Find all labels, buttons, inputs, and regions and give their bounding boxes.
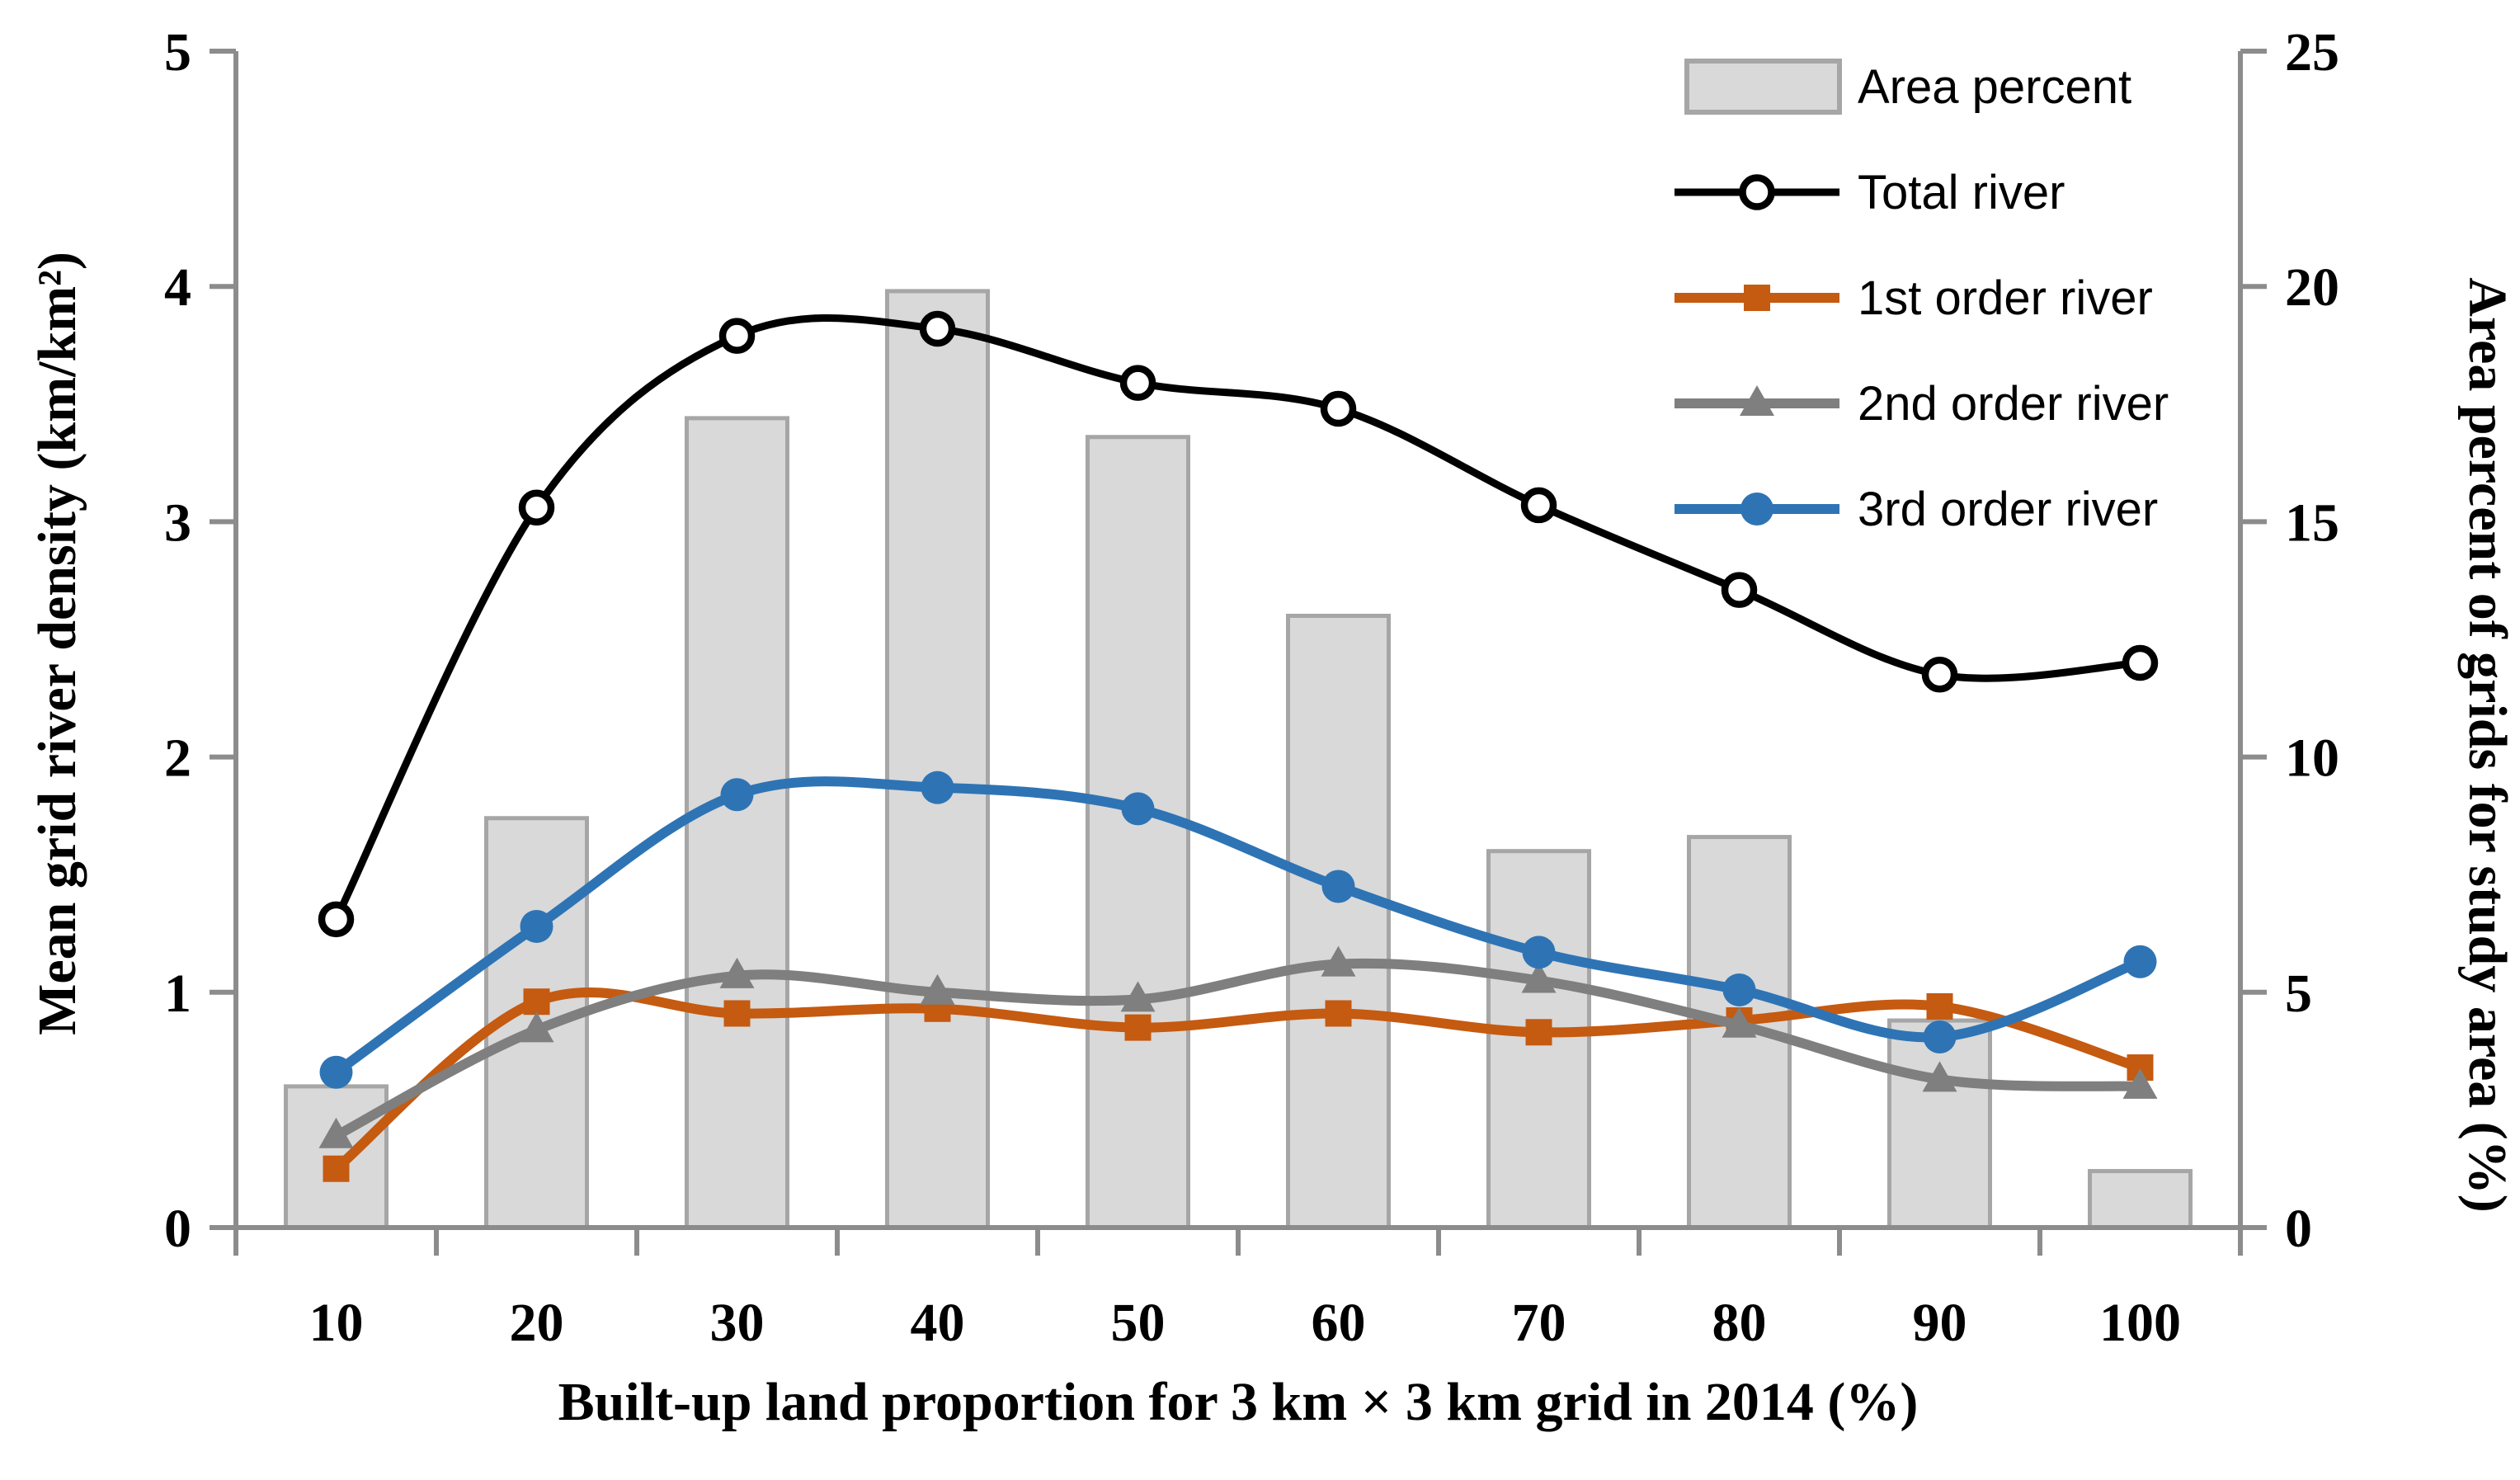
marker-2nd-order-river (1722, 1006, 1757, 1038)
bar-area-percent (1286, 613, 1391, 1230)
marker-3rd-order-river (720, 778, 754, 812)
marker-1st-order-river (723, 1000, 751, 1027)
marker-3rd-order-river (1923, 1020, 1957, 1053)
marker-2nd-order-river (519, 1011, 554, 1043)
marker-2nd-order-river (318, 1117, 354, 1148)
x-tick-label: 10 (309, 1293, 364, 1353)
marker-3rd-order-river (1321, 870, 1355, 903)
marker-2nd-order-river (2122, 1068, 2158, 1099)
marker-3rd-order-river (921, 771, 954, 804)
y-left-axis-title: Mean grid river density (km/km²) (27, 252, 87, 1035)
y-left-tick-label: 3 (164, 493, 191, 553)
legend-marker-2nd-order-river (1740, 385, 1774, 416)
y-left-tick-label: 4 (164, 257, 191, 318)
marker-total-river (518, 489, 555, 526)
marker-3rd-order-river (2123, 945, 2157, 978)
y-right-axis-title: Area percent of grids for study area (%) (2457, 277, 2518, 1213)
x-tick-label: 60 (1312, 1293, 1366, 1353)
marker-total-river (1721, 572, 1758, 608)
marker-1st-order-river (1525, 1019, 1552, 1046)
legend-marker-3rd-order-river (1740, 493, 1773, 526)
marker-total-river (1520, 487, 1557, 524)
x-tick-label: 80 (1712, 1293, 1767, 1353)
legend-label-2nd-order-river: 2nd order river (1858, 377, 2169, 431)
marker-2nd-order-river (1922, 1061, 1957, 1092)
marker-1st-order-river (323, 1155, 350, 1182)
legend-label-total-river: Total river (1858, 166, 2065, 219)
marker-3rd-order-river (520, 909, 553, 943)
marker-2nd-order-river (1521, 962, 1557, 993)
y-left-tick-label: 2 (164, 728, 191, 789)
y-left-tick-label: 5 (164, 22, 191, 82)
legend-label-3rd-order-river: 3rd order river (1858, 483, 2158, 536)
marker-total-river (718, 318, 756, 354)
marker-1st-order-river (523, 988, 550, 1016)
x-tick-label: 100 (2099, 1293, 2181, 1353)
x-tick-label: 20 (510, 1293, 564, 1353)
x-tick-label: 40 (911, 1293, 965, 1353)
marker-3rd-order-river (1722, 973, 1756, 1006)
marker-total-river (1921, 657, 1958, 693)
marker-total-river (919, 310, 956, 347)
marker-total-river (318, 901, 355, 938)
marker-total-river (1119, 365, 1156, 401)
bar-area-percent (885, 289, 990, 1230)
legend-marker-1st-order-river (1744, 285, 1770, 311)
bar-area-percent (2088, 1169, 2193, 1230)
y-right-tick-label: 0 (2285, 1199, 2312, 1259)
line-1st-order-river (331, 987, 2146, 1174)
y-right-tick-label: 5 (2285, 964, 2312, 1024)
x-tick-label: 70 (1512, 1293, 1566, 1353)
y-left-tick-label: 0 (164, 1199, 191, 1259)
marker-1st-order-river (1926, 992, 1953, 1020)
marker-total-river (2122, 644, 2159, 681)
line-total-river (332, 314, 2144, 923)
x-axis-title: Built-up land proportion for 3 km × 3 km… (558, 1372, 1919, 1432)
marker-1st-order-river (1124, 1014, 1152, 1041)
y-right-tick-label: 10 (2285, 728, 2339, 789)
marker-2nd-order-river (719, 957, 755, 988)
y-left-tick-label: 1 (164, 964, 191, 1024)
line-3rd-order-river (331, 776, 2146, 1077)
y-right-tick-label: 25 (2285, 22, 2339, 82)
marker-3rd-order-river (319, 1055, 353, 1089)
legend-label-area-percent: Area percent (1858, 60, 2131, 114)
marker-2nd-order-river (920, 973, 955, 1005)
marker-1st-order-river (1325, 1000, 1352, 1027)
x-tick-label: 30 (710, 1293, 765, 1353)
y-right-tick-label: 15 (2285, 493, 2339, 553)
bar-area-percent (1086, 435, 1190, 1230)
line-2nd-order-river (331, 958, 2146, 1141)
marker-2nd-order-river (1321, 945, 1356, 977)
marker-3rd-order-river (1522, 936, 1556, 969)
x-tick-label: 50 (1111, 1293, 1166, 1353)
x-tick-label: 90 (1913, 1293, 1967, 1353)
legend-marker-total-river (1739, 174, 1775, 210)
legend-label-1st-order-river: 1st order river (1858, 271, 2153, 325)
y-right-tick-label: 20 (2285, 257, 2339, 318)
bar-area-percent (685, 416, 789, 1230)
legend-swatch-area-percent (1684, 59, 1842, 115)
marker-2nd-order-river (1120, 981, 1156, 1012)
marker-3rd-order-river (1121, 792, 1155, 826)
marker-total-river (1320, 390, 1357, 427)
